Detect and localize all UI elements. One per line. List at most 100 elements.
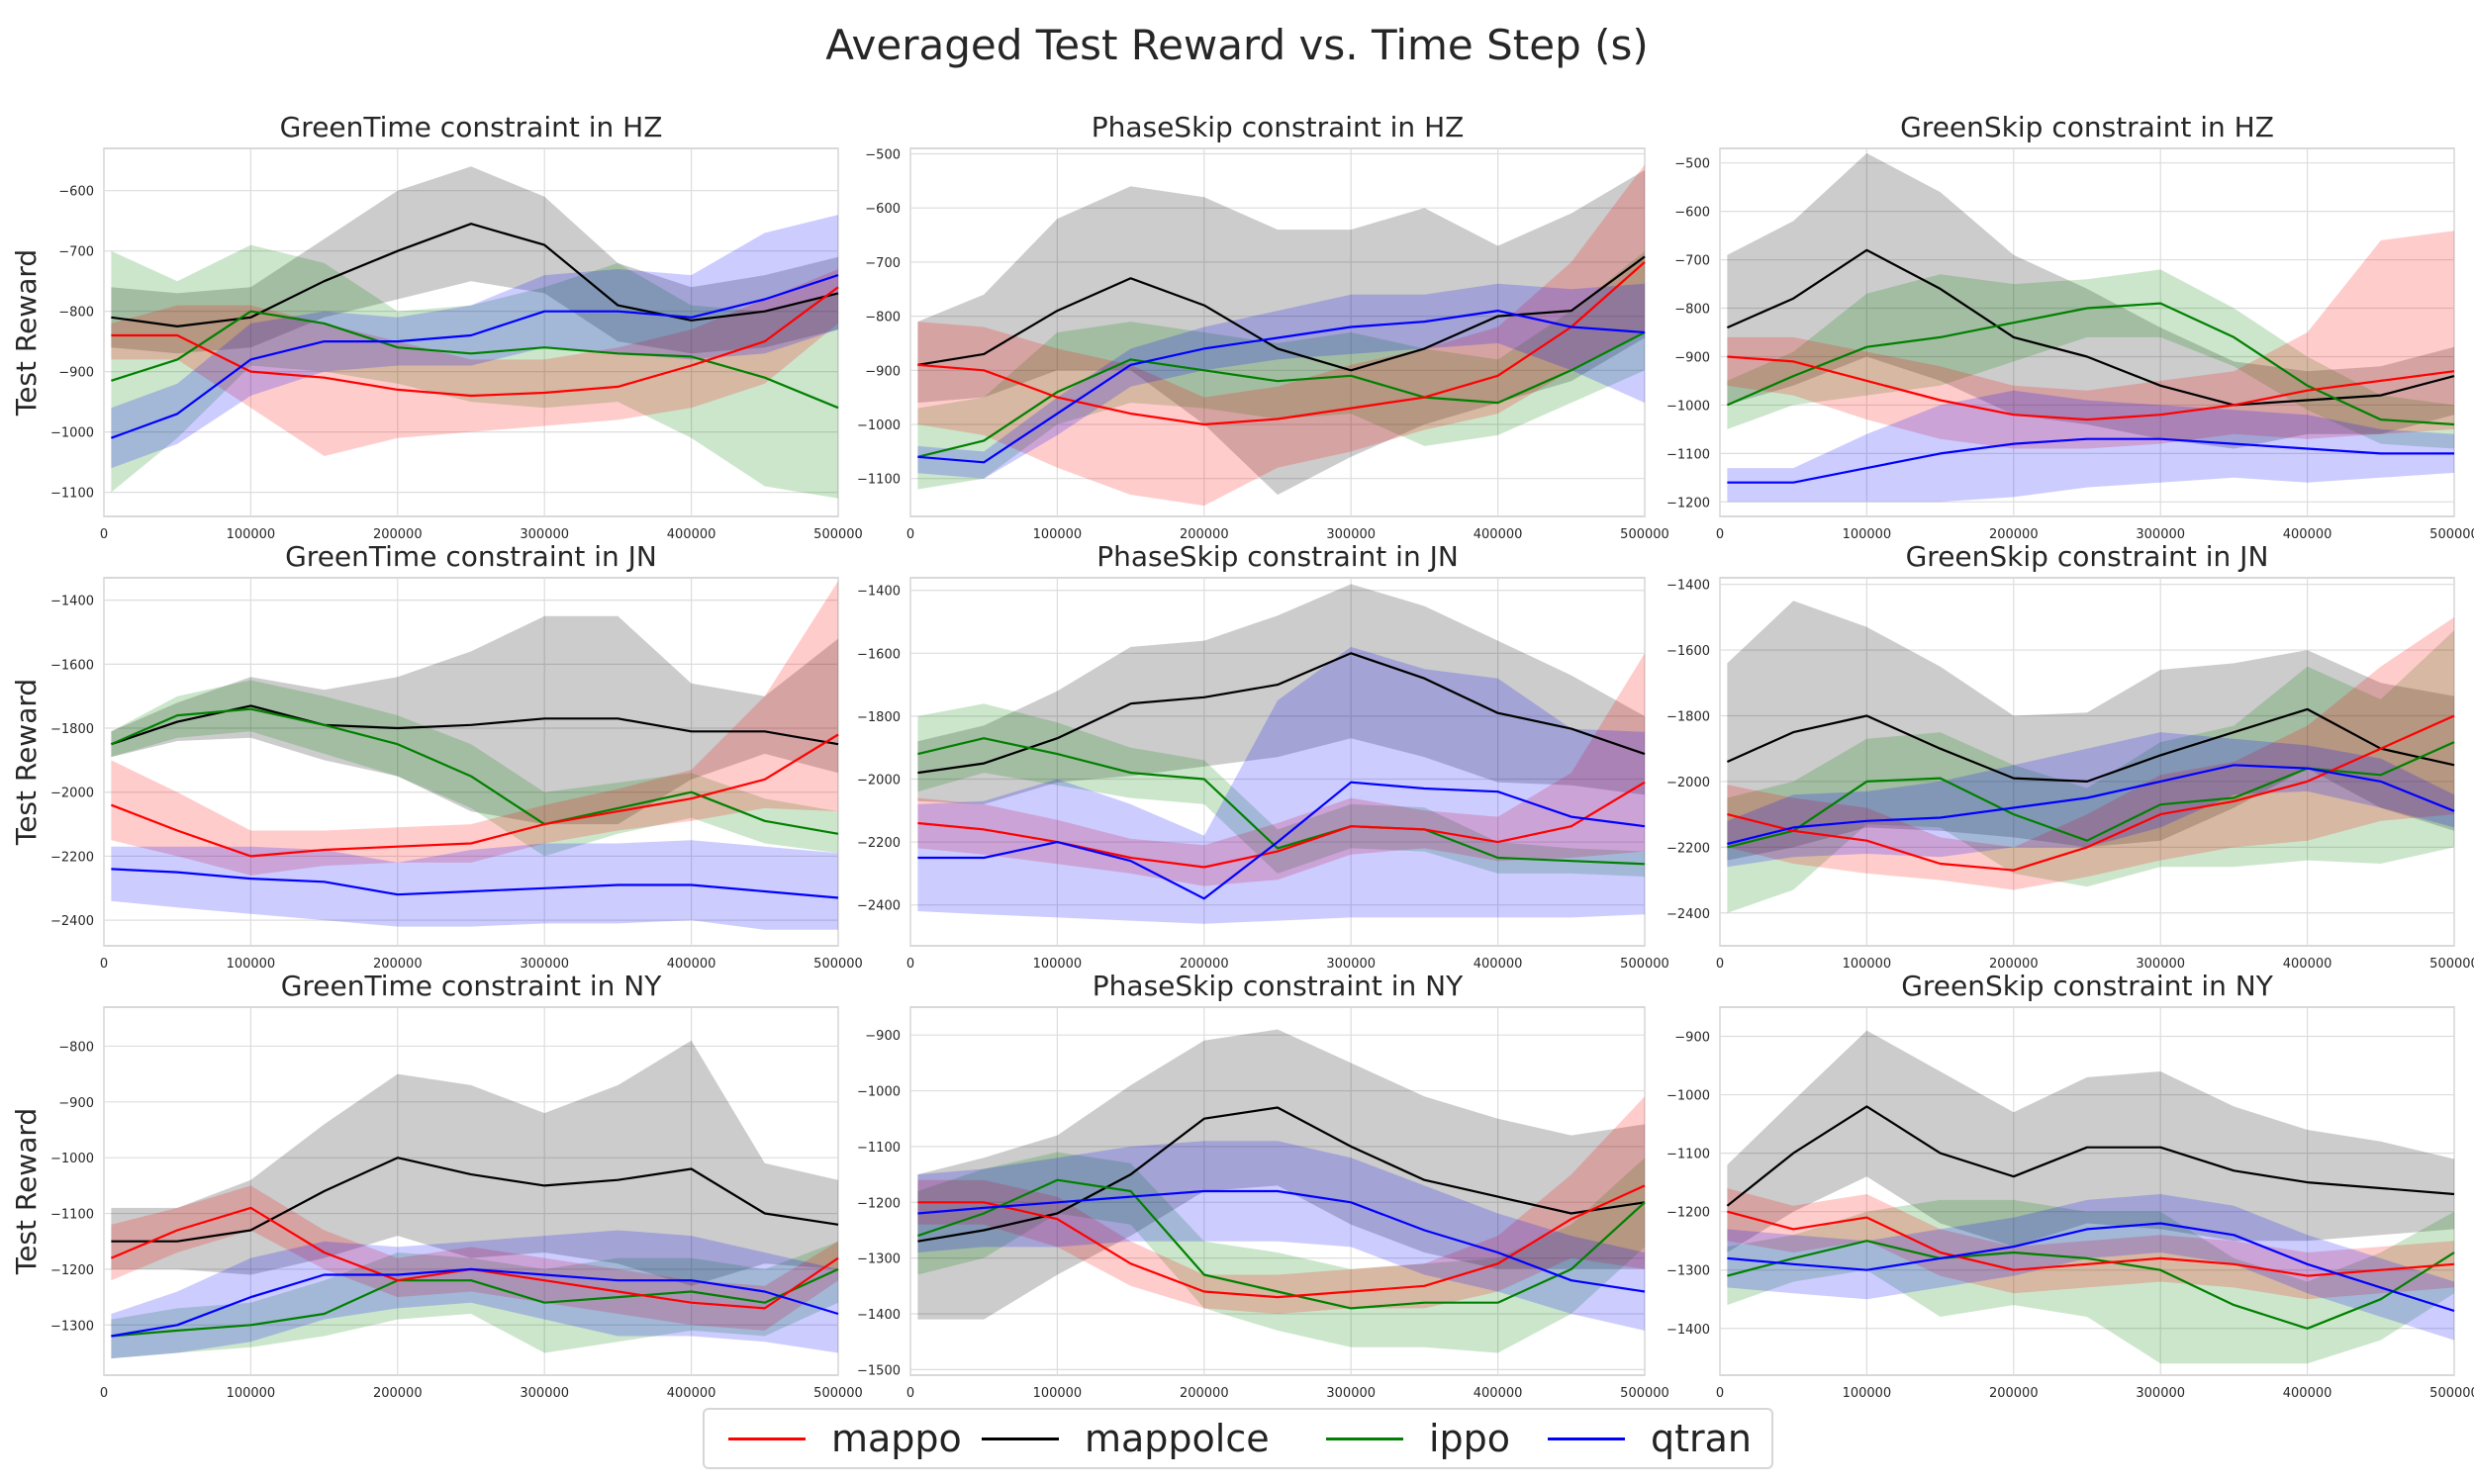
band-qtran xyxy=(917,646,1645,924)
x-tick-label: 200000 xyxy=(1989,1386,2039,1401)
y-tick-label: −1200 xyxy=(1666,496,1710,510)
y-tick-label: −900 xyxy=(1674,350,1710,365)
x-tick-label: 400000 xyxy=(667,527,716,542)
subplot-title: GreenSkip constraint in HZ xyxy=(1900,111,2274,143)
x-tick-label: 500000 xyxy=(813,527,863,542)
x-tick-label: 200000 xyxy=(1180,1386,1229,1401)
line-qtran xyxy=(111,274,839,439)
line-mappolce xyxy=(917,1106,1646,1243)
x-tick-label: 500000 xyxy=(813,1386,863,1401)
y-tick-label: −800 xyxy=(1674,303,1710,318)
x-tick-label: 500000 xyxy=(2429,527,2474,542)
line-ippo xyxy=(110,707,839,835)
y-tick-label: −600 xyxy=(1674,206,1710,221)
y-tick-label: −1200 xyxy=(1666,1206,1710,1221)
y-tick-label: −1100 xyxy=(50,487,94,502)
x-tick-label: 500000 xyxy=(1620,1386,1669,1401)
subplot-3: 0 100000 200000 300000 400000 500000 −1200 −110… xyxy=(1666,111,2474,542)
y-tick-label: −1800 xyxy=(857,710,901,725)
band-mappolce xyxy=(1727,1030,2454,1252)
subplot-grid: 0 100000 200000 300000 400000 500000 −1100 −100… xyxy=(10,111,2474,1401)
legend-item-ippo: ippo xyxy=(1326,1410,1510,1467)
band-mappo xyxy=(917,653,1645,886)
x-tick-label: 0 xyxy=(906,957,914,972)
band-ippo xyxy=(917,250,1645,490)
x-tick-label: 0 xyxy=(1716,957,1724,972)
legend-item-mappo: mappo xyxy=(728,1410,962,1467)
line-qtran xyxy=(1727,1222,2455,1313)
band-mappolce xyxy=(1727,152,2454,449)
y-tick-label: −1500 xyxy=(857,1363,901,1378)
line-mappo xyxy=(111,733,839,858)
line-mappolce xyxy=(1726,248,2455,407)
band-mappolce xyxy=(917,584,1645,804)
band-qtran xyxy=(1727,390,2454,503)
y-axis-label: Test Reward xyxy=(10,679,43,846)
y-tick-label: −1400 xyxy=(857,585,901,600)
y-tick-label: −1100 xyxy=(1666,1148,1710,1162)
y-tick-label: −1800 xyxy=(1666,710,1710,725)
y-tick-label: −2400 xyxy=(857,899,901,914)
line-mappo xyxy=(1727,1210,2455,1277)
y-tick-label: −1800 xyxy=(50,722,94,737)
line-qtran xyxy=(111,1267,839,1338)
line-mappo xyxy=(917,1184,1646,1299)
line-ippo xyxy=(1727,1240,2455,1330)
y-tick-label: −900 xyxy=(865,1029,901,1044)
legend-label-mappolce: mappolce xyxy=(1085,1417,1270,1460)
plot-area xyxy=(1719,577,2455,947)
y-tick-label: −900 xyxy=(865,364,901,379)
x-tick-label: 300000 xyxy=(1326,1386,1376,1401)
x-tick-label: 100000 xyxy=(227,527,276,542)
x-tick-label: 300000 xyxy=(520,957,569,972)
x-tick-label: 100000 xyxy=(1843,1386,1892,1401)
y-tick-label: −1000 xyxy=(50,426,94,441)
y-tick-label: −1300 xyxy=(857,1252,901,1267)
subplot-6: 0 100000 200000 300000 400000 500000 −2400 −220… xyxy=(1666,540,2474,972)
y-axis-label: Test Reward xyxy=(10,249,43,417)
x-tick-label: 500000 xyxy=(1620,957,1669,972)
y-tick-label: −1600 xyxy=(1666,644,1710,659)
band-qtran xyxy=(917,1141,1645,1331)
x-tick-label: 0 xyxy=(100,1386,108,1401)
plot-area xyxy=(909,577,1646,947)
plot-area xyxy=(103,147,839,517)
y-tick-label: −1600 xyxy=(50,658,94,673)
plot-area xyxy=(1719,147,2455,517)
y-tick-label: −1000 xyxy=(1666,1089,1710,1104)
x-tick-label: 300000 xyxy=(520,1386,569,1401)
x-tick-label: 200000 xyxy=(373,1386,423,1401)
line-ippo xyxy=(917,1178,1646,1310)
y-tick-label: −1400 xyxy=(50,595,94,609)
legend-label-qtran: qtran xyxy=(1651,1417,1753,1460)
y-tick-label: −1000 xyxy=(857,418,901,433)
x-tick-label: 400000 xyxy=(1474,527,1523,542)
band-mappo xyxy=(1727,1188,2454,1300)
line-ippo xyxy=(111,1267,839,1338)
band-ippo xyxy=(1727,630,2454,913)
y-tick-label: −1400 xyxy=(1666,1323,1710,1338)
x-tick-label: 300000 xyxy=(2136,527,2185,542)
y-tick-label: −600 xyxy=(865,202,901,217)
x-tick-label: 200000 xyxy=(1989,957,2039,972)
x-tick-label: 500000 xyxy=(813,957,863,972)
line-ippo xyxy=(1726,302,2455,426)
line-ippo xyxy=(111,310,839,410)
plot-area xyxy=(103,577,839,947)
line-mappolce xyxy=(1726,707,2455,784)
x-tick-label: 500000 xyxy=(1620,527,1669,542)
subplot-7: 0 100000 200000 300000 400000 500000 −1300 −120… xyxy=(10,970,863,1401)
band-mappolce xyxy=(111,1040,838,1286)
plot-area xyxy=(909,147,1646,517)
y-tick-label: −1100 xyxy=(857,473,901,488)
y-tick-label: −1100 xyxy=(50,1208,94,1223)
x-tick-label: 100000 xyxy=(227,957,276,972)
y-tick-label: −2000 xyxy=(857,773,901,788)
x-tick-label: 0 xyxy=(100,527,108,542)
x-tick-label: 200000 xyxy=(373,957,423,972)
line-mappo xyxy=(1727,714,2455,872)
y-tick-label: −800 xyxy=(58,1040,94,1055)
y-tick-label: −800 xyxy=(865,311,901,325)
x-tick-label: 400000 xyxy=(2283,1386,2332,1401)
line-mappolce xyxy=(917,652,1646,775)
